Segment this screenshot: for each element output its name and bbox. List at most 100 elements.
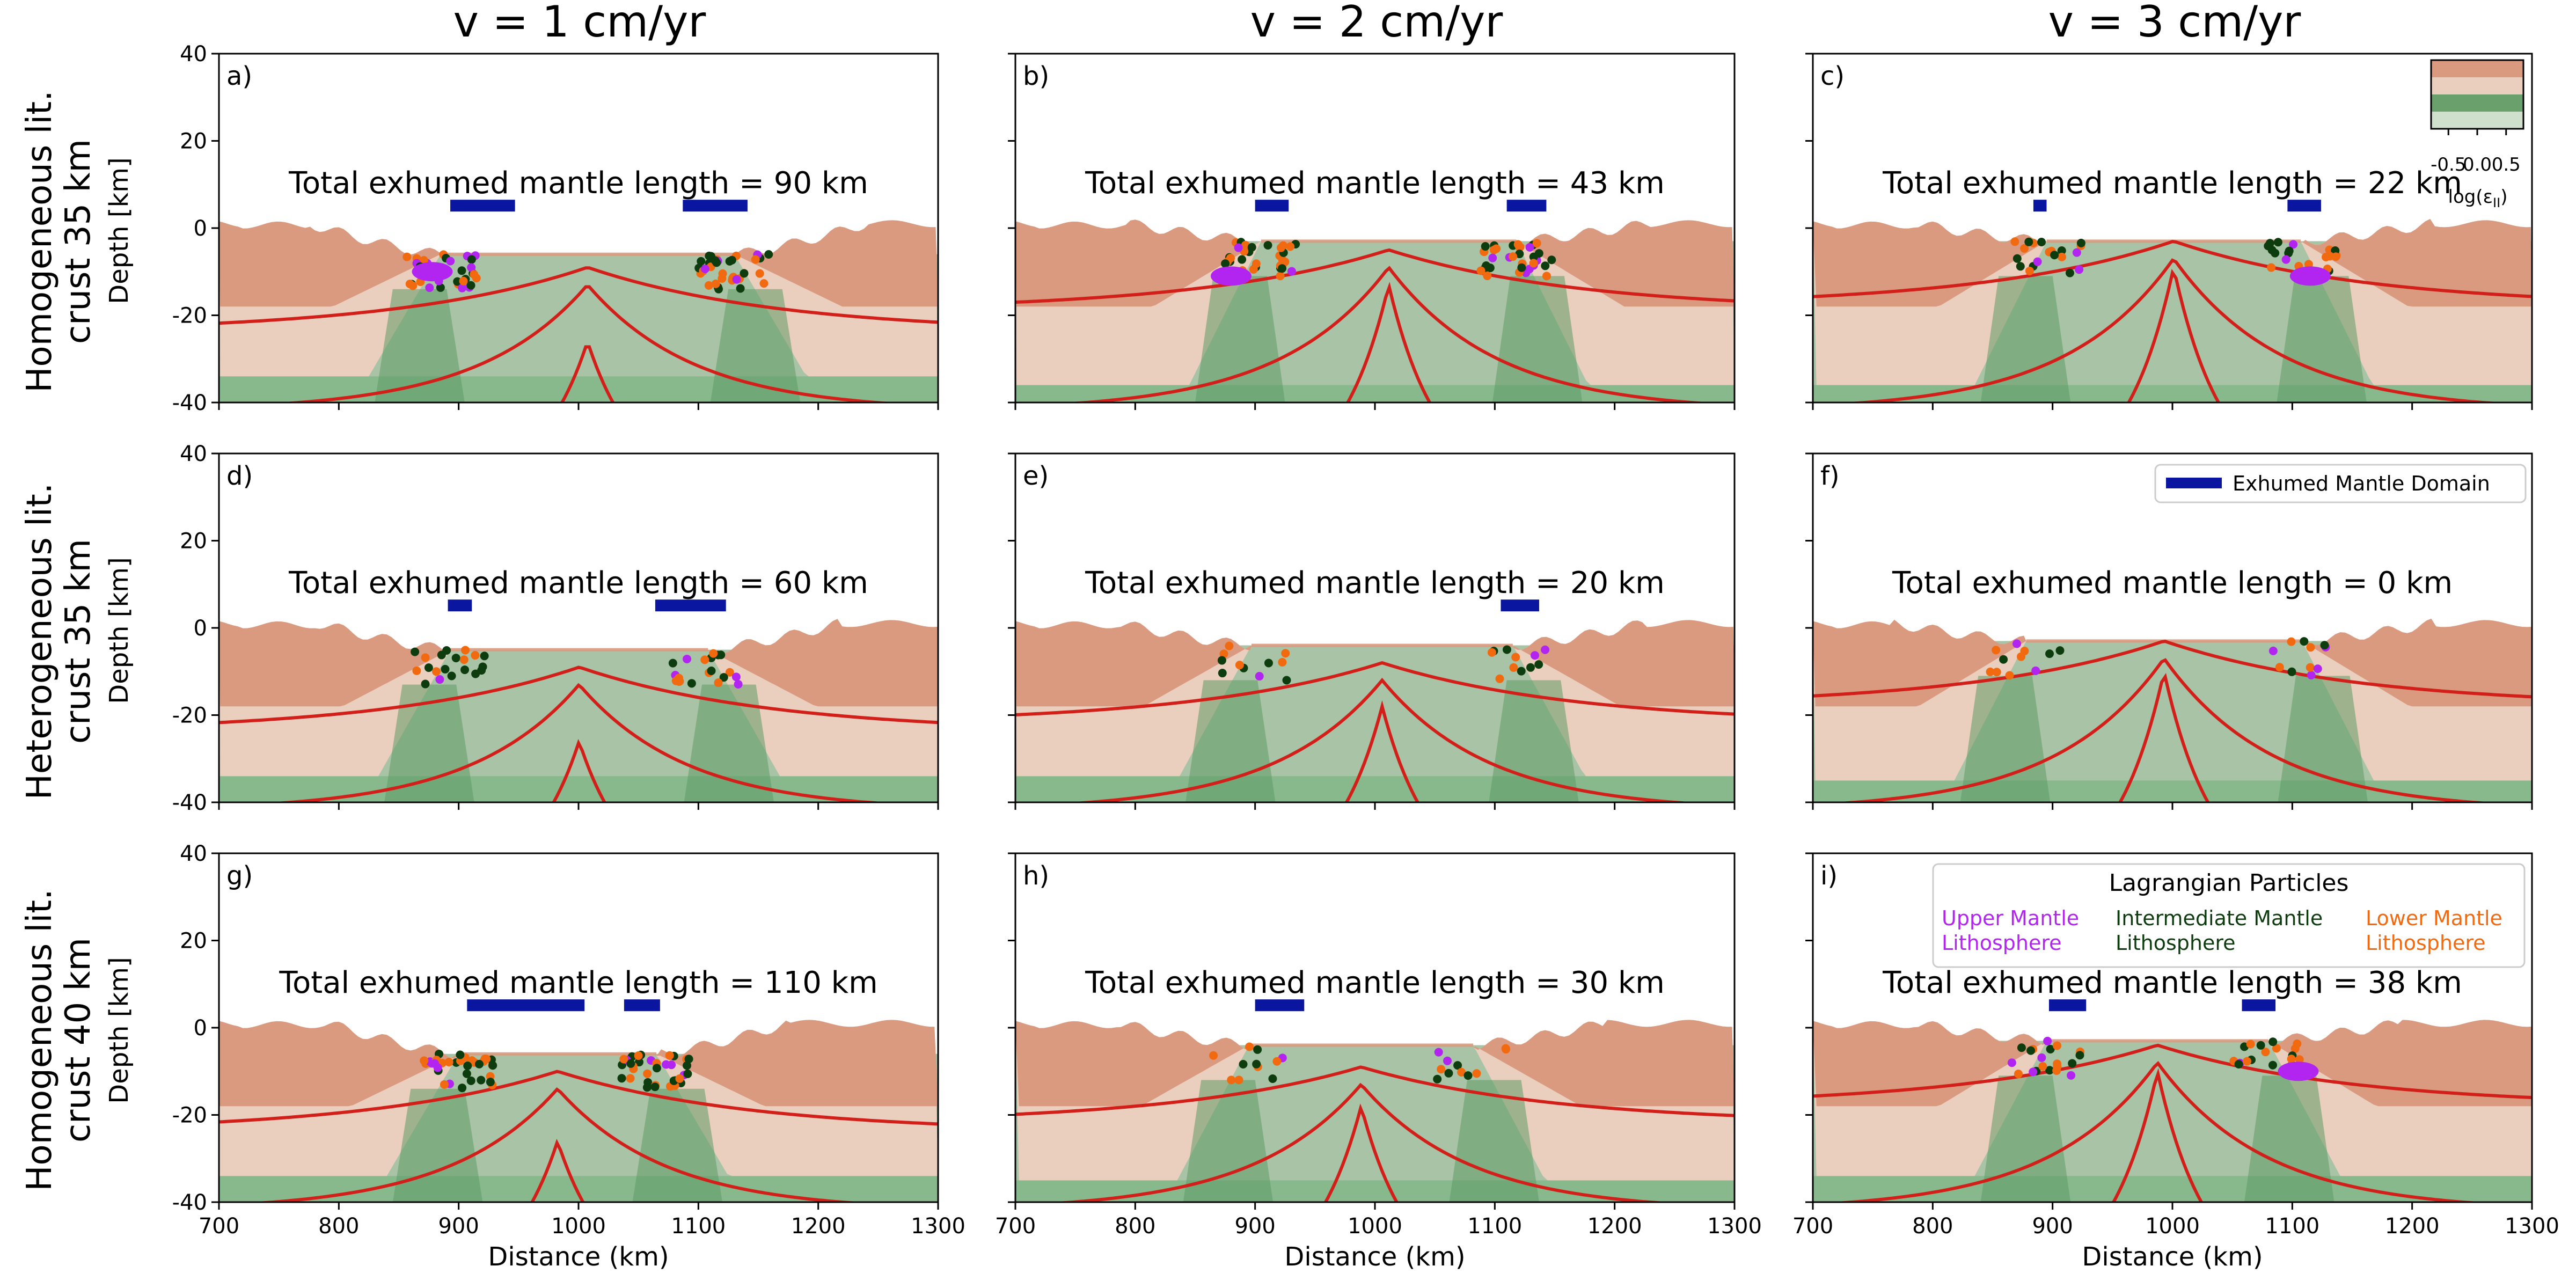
particle	[458, 1084, 467, 1093]
particle	[1541, 645, 1550, 654]
particle	[2007, 1058, 2016, 1067]
svg-text:Homogeneous lit.: Homogeneous lit.	[20, 889, 60, 1191]
particle	[1272, 1057, 1282, 1066]
particle	[470, 270, 479, 279]
isotherm-1	[1015, 248, 1735, 304]
particle-legend-upper-line2: Lithosphere	[1942, 931, 2062, 955]
particle	[709, 649, 718, 658]
particle	[2057, 252, 2066, 261]
particle	[2037, 1053, 2046, 1062]
particle	[719, 673, 728, 682]
particle	[477, 1075, 486, 1085]
particle-group	[2007, 1036, 2319, 1081]
particle	[652, 1064, 661, 1073]
particle	[1286, 242, 1295, 251]
particle-group	[1209, 1042, 1511, 1085]
y-tick-label: -40	[172, 791, 207, 815]
particle	[467, 263, 476, 272]
particle	[1437, 1065, 1446, 1074]
x-tick-label: 1100	[1467, 1214, 1522, 1239]
panel-h: h) Total exhumed mantle length = 30 km 700…	[995, 852, 1762, 1272]
panel-letter: d)	[226, 461, 253, 491]
particle	[2261, 1048, 2270, 1057]
y-tick-label: -40	[172, 1190, 207, 1215]
particle	[2010, 237, 2019, 246]
shear-zone-0	[1960, 676, 2051, 802]
particle	[759, 279, 769, 288]
particle	[2026, 1046, 2036, 1055]
particle	[457, 266, 466, 275]
particle	[707, 667, 716, 676]
particle	[2285, 246, 2294, 255]
particle	[2075, 265, 2084, 274]
particle	[687, 679, 696, 688]
particle	[1225, 641, 1234, 650]
particle	[2014, 1070, 2023, 1079]
y-tick-label: 40	[180, 42, 207, 67]
particle	[2043, 1036, 2052, 1045]
exhumed-domain-bar-1	[2033, 200, 2047, 212]
particle	[2038, 1062, 2047, 1071]
x-tick-label: 700	[995, 1214, 1036, 1239]
particle	[732, 275, 741, 284]
panel-g: g) Total exhumed mantle length = 110 km 70…	[104, 841, 965, 1272]
particle	[2016, 262, 2025, 271]
particle	[2293, 1039, 2302, 1048]
isotherm-2	[1843, 258, 2505, 402]
particle	[1221, 259, 1230, 268]
lower-lithosphere-band	[219, 1176, 938, 1202]
particle	[1992, 646, 2001, 655]
particle	[1525, 243, 1534, 252]
particle	[2045, 1066, 2054, 1075]
colorbar-label: log(εII)	[2448, 186, 2508, 210]
particle	[2025, 266, 2034, 275]
particle	[1488, 253, 1497, 262]
upper-crust-R	[1512, 620, 1735, 707]
particle	[1986, 667, 1995, 676]
particle	[2242, 1057, 2251, 1066]
particle	[402, 252, 412, 261]
particle	[2020, 244, 2029, 253]
particle	[2287, 637, 2296, 646]
upper-crust-R	[708, 619, 938, 707]
x-axis-label: Distance (km)	[488, 1242, 669, 1272]
particle	[2268, 1060, 2277, 1070]
x-tick-label: 1100	[2265, 1214, 2319, 1239]
particle	[2307, 670, 2316, 679]
shear-zone-0	[1183, 1080, 1274, 1202]
particle	[1547, 255, 1556, 265]
isotherm-1	[1813, 640, 2532, 699]
particle-group	[411, 646, 743, 689]
particle	[2272, 1044, 2281, 1053]
plot-area	[219, 853, 938, 1202]
particle	[446, 257, 455, 266]
plot-area	[1015, 453, 1735, 802]
particle	[725, 668, 734, 677]
exhumed-length-label: Total exhumed mantle length = 60 km	[288, 566, 868, 601]
particle	[462, 1069, 471, 1078]
particle	[431, 667, 441, 676]
basin-surface	[458, 1052, 657, 1056]
lower-lithosphere-band	[1813, 780, 2532, 802]
isotherm-2	[1833, 658, 2495, 802]
particle	[1495, 674, 1504, 683]
isotherm-1	[1015, 661, 1735, 716]
upper-crust-R	[1516, 220, 1735, 307]
shear-zone-1	[632, 1088, 722, 1202]
panel-letter: h)	[1023, 861, 1049, 891]
particle	[2268, 1037, 2278, 1046]
particle	[419, 255, 428, 265]
particle	[488, 1061, 497, 1070]
panels: a) Total exhumed mantle length = 90 km -40…	[104, 42, 2559, 1272]
particle	[1444, 1069, 1453, 1078]
exhumed-length-label: Total exhumed mantle length = 43 km	[1085, 166, 1665, 201]
y-tick-label: -20	[172, 704, 207, 728]
particle	[424, 663, 433, 672]
upper-mantle-cluster	[2278, 1062, 2319, 1081]
y-axis-label: Depth [km]	[104, 557, 134, 704]
particle-legend-title: Lagrangian Particles	[2109, 869, 2349, 897]
particle	[1534, 249, 1543, 258]
particle	[634, 1058, 643, 1067]
x-tick-label: 800	[1115, 1214, 1155, 1239]
shear-zone-1	[710, 289, 801, 402]
